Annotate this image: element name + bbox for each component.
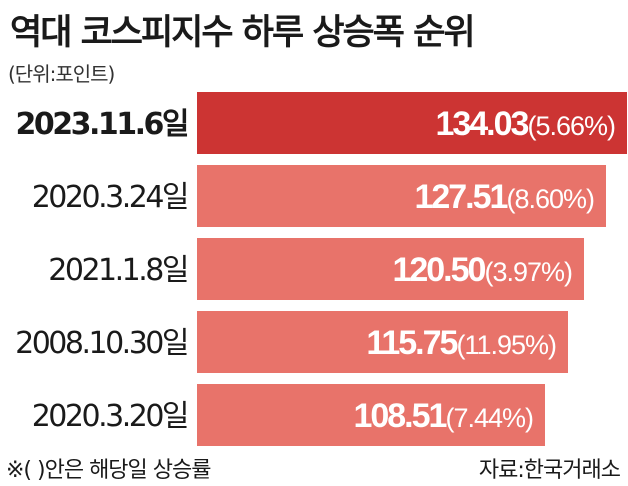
value-label: 108.51(7.44%): [353, 397, 533, 435]
category-label: 2021.1.8일: [48, 253, 187, 288]
footnote: ※( )안은 해당일 상승률: [6, 458, 211, 483]
bar: [197, 311, 568, 373]
category-label: 2020.3.24일: [32, 180, 187, 215]
category-label: 2020.3.20일: [32, 399, 187, 434]
unit-label: (단위:포인트): [8, 62, 115, 86]
chart-title: 역대 코스피지수 하루 상승폭 순위: [10, 13, 476, 53]
bar: [197, 92, 627, 154]
bar: [197, 238, 584, 300]
category-label: 2008.10.30일: [15, 326, 187, 361]
source-label: 자료:한국거래소: [478, 458, 621, 483]
value-label: 134.03(5.66%): [435, 105, 615, 143]
value-label: 120.50(3.97%): [392, 251, 572, 289]
bar: [197, 165, 606, 227]
value-label: 127.51(8.60%): [414, 178, 594, 216]
value-label: 115.75(11.95%): [366, 324, 556, 362]
bar: [197, 384, 545, 446]
category-label: 2023.11.6일: [15, 107, 187, 142]
